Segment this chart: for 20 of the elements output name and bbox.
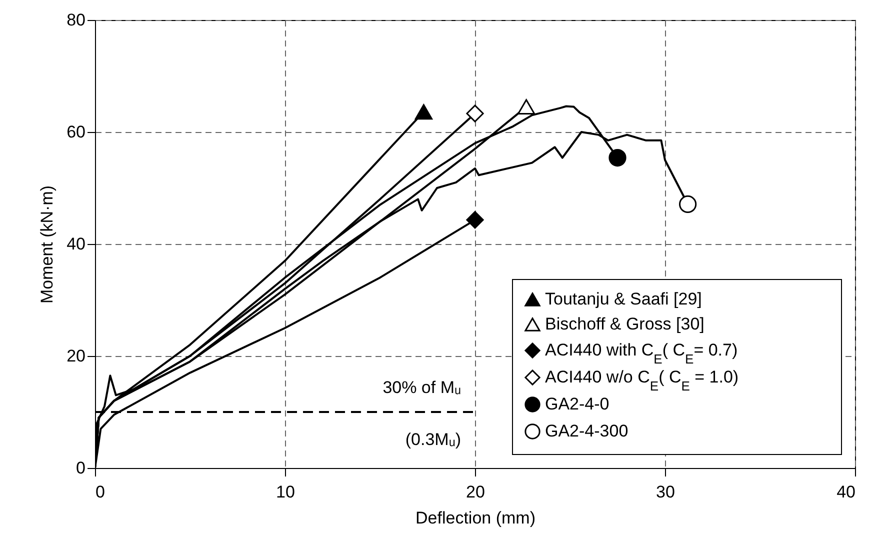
legend-label: Toutanju & Saafi [29] bbox=[545, 290, 702, 308]
y-axis-title: Moment (kN·m) bbox=[38, 185, 57, 304]
y-tick-label: 40 bbox=[66, 234, 86, 254]
legend-label: ACI440 w/o C$_{E}$( C$_{E}$ = 1.0) bbox=[545, 368, 739, 393]
x-tick-label: 40 bbox=[836, 482, 856, 502]
x-tick-label: 20 bbox=[466, 482, 485, 502]
annotation: 30% of Mᵤ bbox=[382, 378, 461, 397]
y-tick-label: 0 bbox=[76, 458, 86, 478]
annotation: (0.3Mᵤ) bbox=[405, 430, 461, 449]
legend-label: GA2-4-300 bbox=[545, 422, 628, 440]
x-tick-label: 0 bbox=[96, 482, 105, 502]
legend-label: ACI440 with C$_{E}$( C$_{E}$= 0.7) bbox=[545, 340, 738, 366]
y-tick-label: 20 bbox=[66, 346, 86, 366]
y-tick-label: 60 bbox=[66, 122, 86, 142]
y-tick-label: 80 bbox=[66, 10, 86, 30]
x-axis-title: Deflection (mm) bbox=[416, 508, 536, 528]
legend-label: GA2-4-0 bbox=[545, 394, 610, 414]
legend-label: Bischoff & Gross [30] bbox=[545, 314, 704, 334]
x-tick-label: 10 bbox=[276, 482, 295, 502]
x-tick-label: 30 bbox=[656, 482, 675, 502]
